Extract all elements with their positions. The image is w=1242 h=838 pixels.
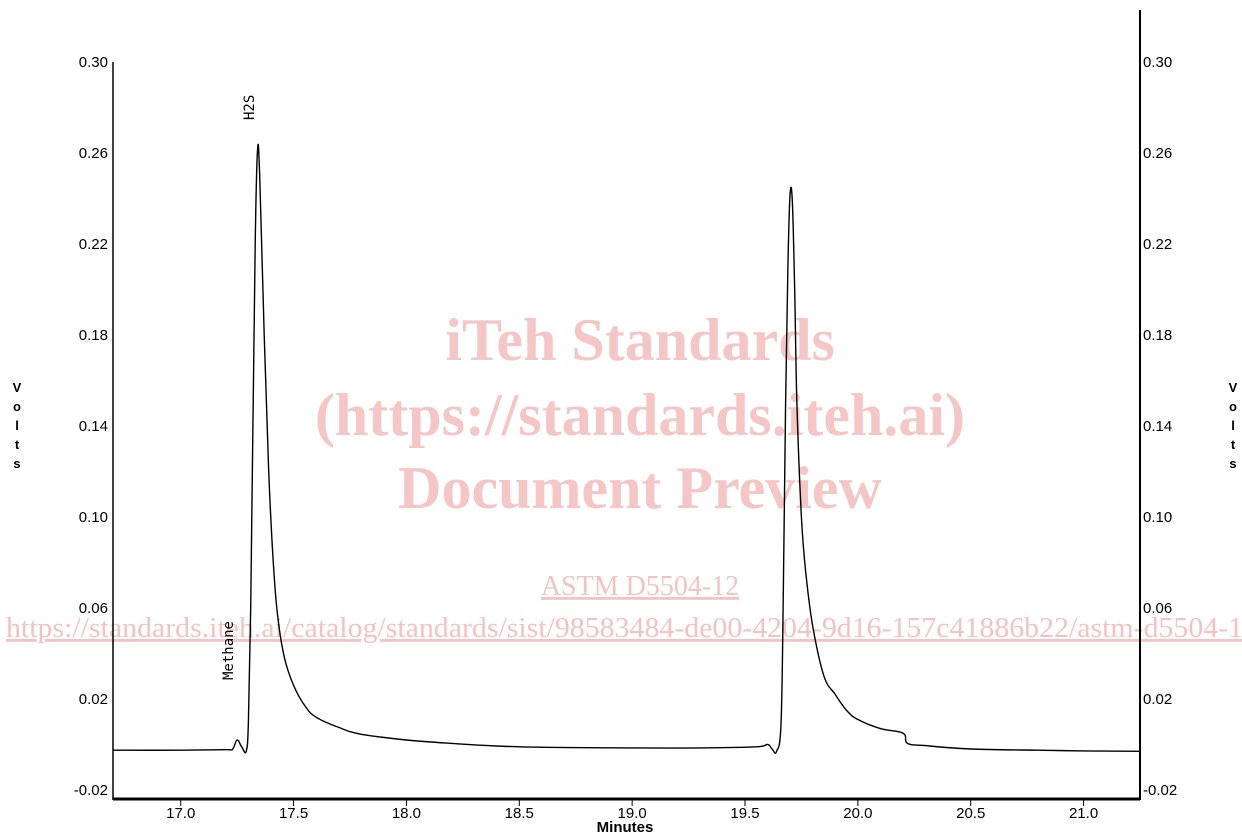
y-tick-label-right: 0.18 <box>1143 327 1172 344</box>
watermark-line-3: Document Preview <box>398 455 882 521</box>
h2s-peak-label: H2S <box>242 95 258 120</box>
watermark-link-2[interactable]: https://standards.iteh.ai/catalog/standa… <box>6 613 1242 644</box>
plot-frame <box>112 10 1141 801</box>
axis-title-letter: V <box>13 380 22 395</box>
x-tick-label: 17.5 <box>279 805 308 822</box>
y-tick-label-left: 0.10 <box>79 509 108 526</box>
y-tick-label-right: 0.22 <box>1143 236 1172 253</box>
x-tick-label: 21.0 <box>1069 805 1098 822</box>
y-tick-label-right: 0.10 <box>1143 509 1172 526</box>
y-tick-label-right: 0.02 <box>1143 691 1172 708</box>
axis-title-letter: t <box>15 437 20 452</box>
y-tick-label-left: 0.18 <box>79 327 108 344</box>
y-tick-label-right: 0.26 <box>1143 145 1172 162</box>
x-tick-label: 20.5 <box>956 805 985 822</box>
right-y-tick-labels: 0.30 0.26 0.22 0.18 0.14 0.10 0.06 0.02 -0.02 <box>1143 54 1177 799</box>
y-tick-label-left: 0.02 <box>79 691 108 708</box>
x-axis-title: Minutes <box>597 819 654 836</box>
axis-title-letter: l <box>15 418 19 433</box>
x-tick-label: 19.0 <box>618 805 647 822</box>
axis-title-letter: V <box>1229 380 1238 395</box>
x-tick-label: 18.0 <box>392 805 421 822</box>
peak-annotations: H2S Methane <box>221 95 258 680</box>
y-tick-label-left: 0.22 <box>79 236 108 253</box>
left-y-tick-labels: 0.30 0.26 0.22 0.18 0.14 0.10 0.06 0.02 -0.02 <box>74 54 108 799</box>
methane-peak-label: Methane <box>221 621 237 680</box>
y-tick-label-right: 0.30 <box>1143 54 1172 71</box>
axis-title-letter: s <box>13 456 20 471</box>
y-tick-label-right: -0.02 <box>1143 782 1177 799</box>
watermark-link-1[interactable]: ASTM D5504-12 <box>541 571 739 602</box>
axis-title-letter: t <box>1231 437 1236 452</box>
y-tick-label-left: 0.30 <box>79 54 108 71</box>
y-tick-label-right: 0.14 <box>1143 418 1172 435</box>
chromatogram-trace <box>112 143 1141 754</box>
watermark-line-1: iTeh Standards <box>445 307 835 373</box>
x-tick-labels: 17.0 17.5 18.0 18.5 19.0 19.5 20.0 20.5 21.0 <box>166 799 1098 822</box>
y-tick-label-left: 0.26 <box>79 145 108 162</box>
y-tick-label-right: 0.06 <box>1143 600 1172 617</box>
axis-title-letter: l <box>1231 418 1235 433</box>
y-tick-label-left: 0.06 <box>79 600 108 617</box>
x-tick-label: 19.5 <box>730 805 759 822</box>
watermark: iTeh Standards (https://standards.iteh.a… <box>6 307 1242 644</box>
y-tick-label-left: -0.02 <box>74 782 108 799</box>
axis-title-letter: o <box>1229 399 1237 414</box>
x-tick-label: 18.5 <box>505 805 534 822</box>
x-tick-label: 17.0 <box>166 805 195 822</box>
axis-title-letter: o <box>13 399 21 414</box>
x-tick-label: 20.0 <box>843 805 872 822</box>
watermark-line-2: (https://standards.iteh.ai) <box>315 382 965 448</box>
y-tick-label-left: 0.14 <box>79 418 108 435</box>
axis-title-letter: s <box>1229 456 1236 471</box>
